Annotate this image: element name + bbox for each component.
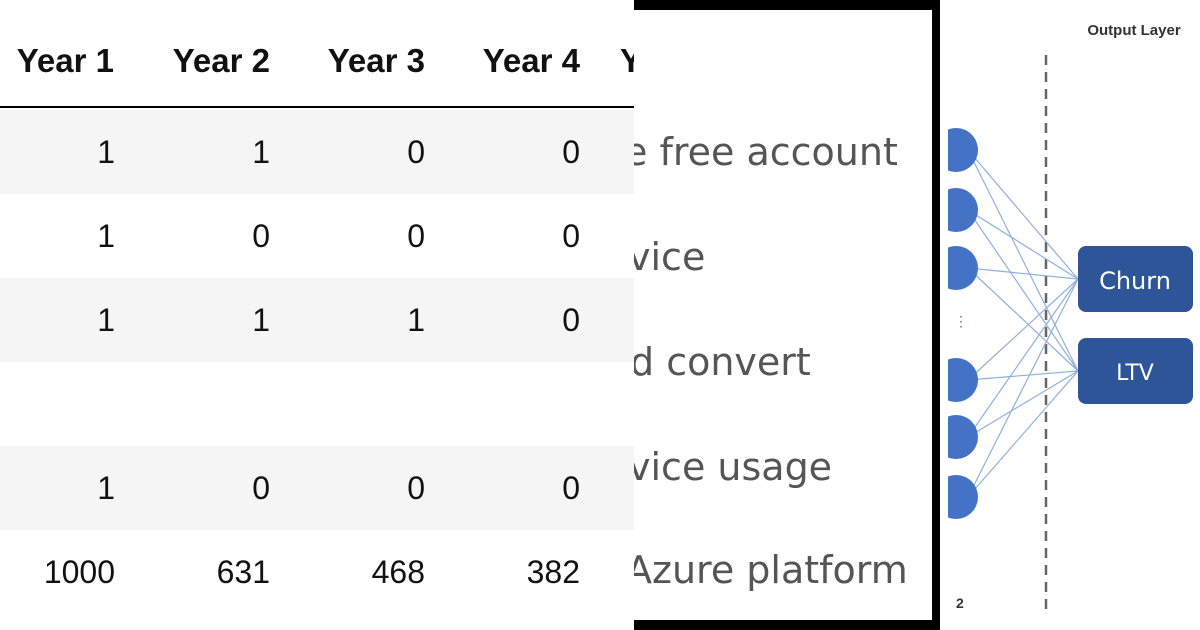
cell: 468 <box>371 554 425 590</box>
connection <box>967 278 1079 381</box>
page-number: 2 <box>956 595 964 611</box>
node <box>948 246 978 290</box>
connection <box>967 370 1079 438</box>
node <box>948 475 978 519</box>
header: Year 2 <box>172 42 270 79</box>
diagram-panel: Output Layer ⋮ Churn LTV 2 <box>948 0 1200 630</box>
connection <box>967 149 1079 280</box>
header: Year 4 <box>482 42 580 79</box>
cell: 1 <box>407 302 425 338</box>
connection <box>967 278 1079 498</box>
ellipsis: ⋮ <box>954 313 968 329</box>
header-rule <box>0 106 634 108</box>
node <box>948 358 978 402</box>
table-row: 1 0 0 0 <box>0 446 634 530</box>
header: Y <box>620 42 634 79</box>
header: Year 1 <box>16 42 114 79</box>
table-row: 1 0 0 0 <box>0 194 634 278</box>
connections <box>967 149 1079 498</box>
connection <box>967 370 1079 498</box>
cell: 1 <box>252 302 270 338</box>
cell: 631 <box>216 554 270 590</box>
node <box>948 415 978 459</box>
cell: 1 <box>97 218 115 254</box>
cell: 0 <box>407 134 425 170</box>
connection <box>967 370 1079 381</box>
cell: 1 <box>97 302 115 338</box>
table-row <box>0 362 634 446</box>
cell: 0 <box>562 470 580 506</box>
table-row: 1000 631 468 382 <box>0 530 634 614</box>
slide-text: d convert <box>634 340 811 384</box>
connection <box>967 209 1079 280</box>
node <box>948 188 978 232</box>
node <box>948 128 978 172</box>
cell: 0 <box>252 218 270 254</box>
cell: 1 <box>252 134 270 170</box>
cell: 1000 <box>43 554 115 590</box>
connection <box>967 149 1079 372</box>
connection <box>967 267 1079 280</box>
cell: 382 <box>526 554 580 590</box>
output-box <box>1078 246 1193 312</box>
nodes <box>948 128 978 519</box>
network-diagram: Output Layer ⋮ Churn LTV 2 <box>948 22 1193 611</box>
cell: 1 <box>97 134 115 170</box>
cell: 0 <box>562 302 580 338</box>
cell: 0 <box>562 218 580 254</box>
slide-text: e free account <box>634 130 898 174</box>
connection <box>967 209 1079 372</box>
slide-text: vice usage <box>634 445 833 489</box>
header: Year 3 <box>327 42 425 79</box>
output-label: Churn <box>1099 267 1171 295</box>
cell: 0 <box>407 218 425 254</box>
cell: 0 <box>562 134 580 170</box>
cell: 0 <box>252 470 270 506</box>
table-row: 1 1 1 0 <box>0 278 634 362</box>
connection <box>967 278 1079 438</box>
diagram-title: Output Layer <box>1087 22 1181 39</box>
slide-text: vice <box>634 235 706 279</box>
output-box <box>1078 338 1193 404</box>
slide-panel: e free account vice d convert vice usage Azu… <box>634 0 940 630</box>
cell: 0 <box>407 470 425 506</box>
table-row: 1 1 0 0 <box>0 110 634 194</box>
slide-text: Azure platform <box>634 548 908 592</box>
connection <box>967 267 1079 372</box>
output-label: LTV <box>1116 361 1154 386</box>
cell: 1 <box>97 470 115 506</box>
